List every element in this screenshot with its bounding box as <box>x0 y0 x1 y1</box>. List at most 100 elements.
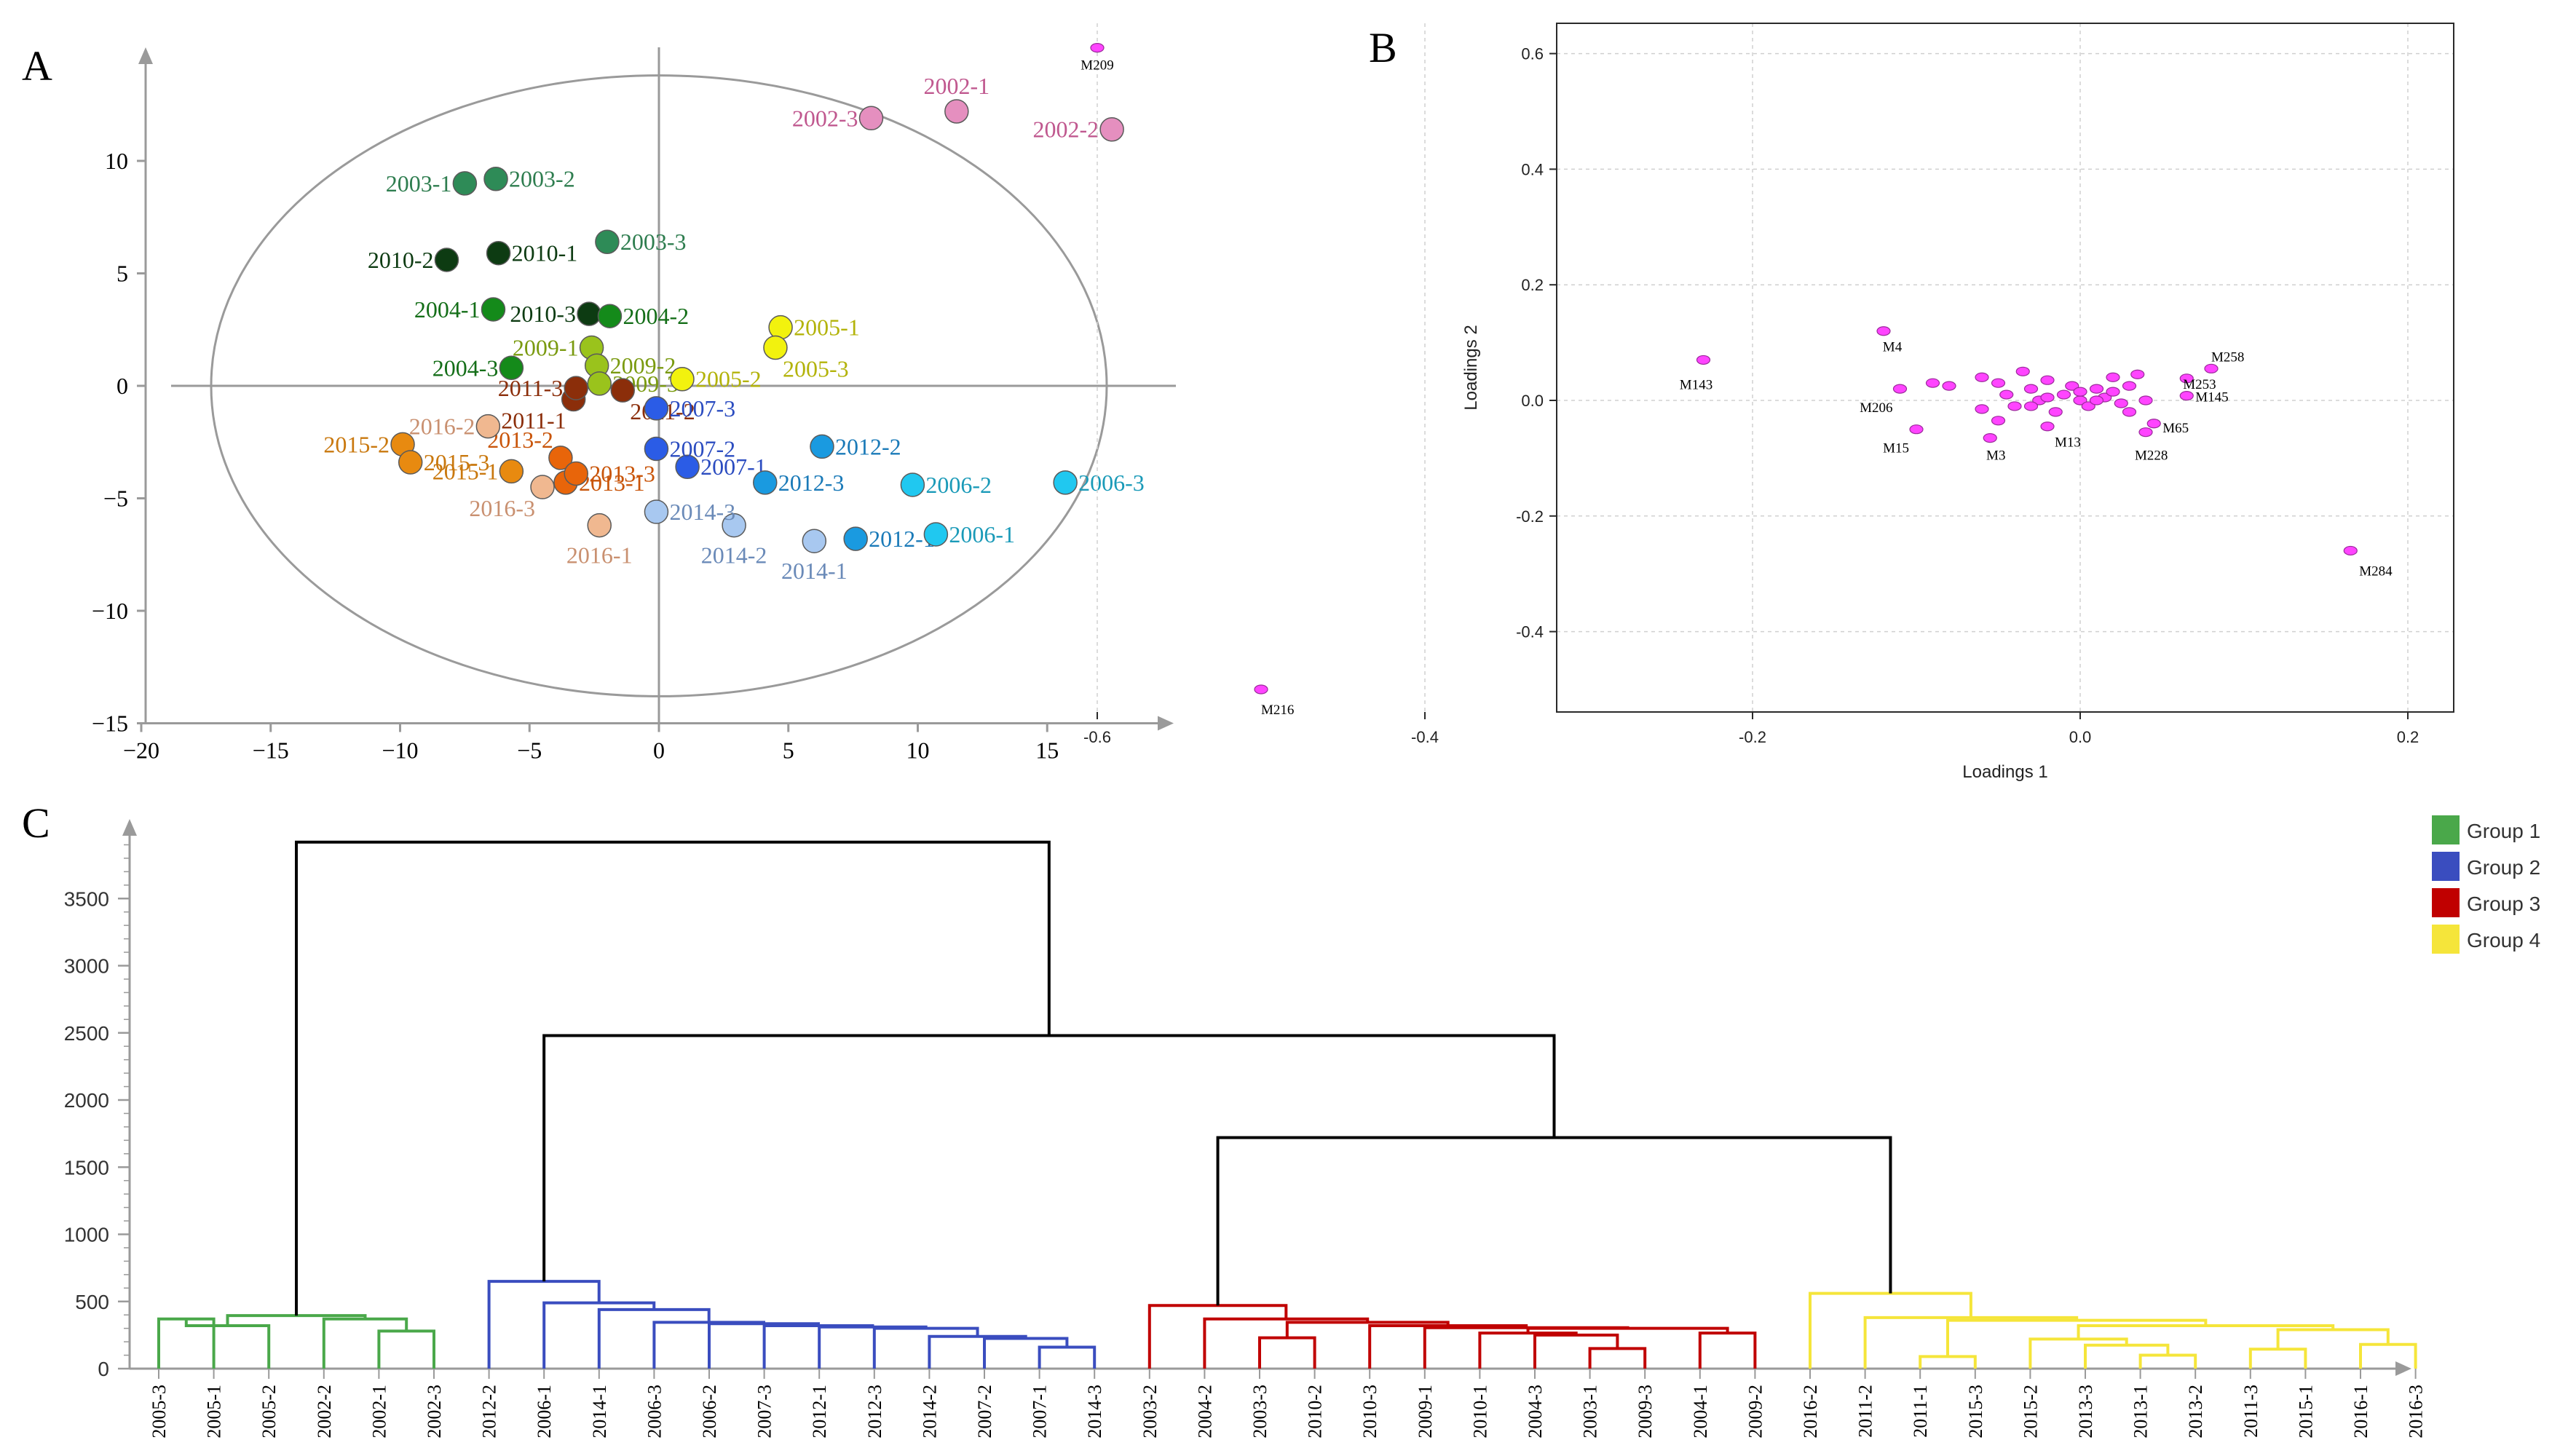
score-point <box>610 378 635 403</box>
loading-point-label: M3 <box>1986 448 2005 464</box>
loading-point <box>2106 372 2120 382</box>
leaf-label: 2007-2 <box>974 1385 995 1439</box>
dendrogram-link <box>1147 1304 1288 1369</box>
x-tick-label: 0.0 <box>2069 728 2092 746</box>
score-point-label: 2011-3 <box>498 375 563 401</box>
leaf-label: 2013-2 <box>2185 1385 2206 1439</box>
dendrogram-link <box>652 1321 766 1369</box>
leaf-label: 2004-1 <box>1690 1385 1711 1439</box>
y-tick-label: 0.6 <box>1521 45 1544 63</box>
x-axis-arrow <box>2395 1361 2411 1376</box>
leaf-label: 2003-2 <box>1139 1385 1161 1439</box>
dendrogram-link <box>1258 1336 1316 1369</box>
y-tick-label: −10 <box>92 598 128 624</box>
loading-point <box>1876 326 1891 336</box>
y-tick-label: 3000 <box>64 955 109 978</box>
score-point <box>398 450 423 475</box>
x-axis-title: Loadings 1 <box>1962 762 2047 782</box>
score-point-label: 2003-1 <box>386 170 452 197</box>
score-point-label: 2015-3 <box>424 449 490 475</box>
score-point-label: 2014-3 <box>669 499 735 525</box>
legend-label: Group 1 <box>2467 820 2540 842</box>
score-point-label: 2012-2 <box>835 433 901 459</box>
loading-point <box>1942 381 1956 391</box>
y-tick-label: 500 <box>75 1291 109 1313</box>
y-tick-label: 10 <box>105 148 128 174</box>
loading-point <box>2073 387 2087 397</box>
dendrogram-link <box>295 840 1051 1316</box>
leaf-label: 2011-3 <box>2240 1385 2261 1438</box>
x-tick-label: -0.6 <box>1083 728 1111 746</box>
confidence-ellipse <box>210 74 1108 697</box>
y-tick-label: 1500 <box>64 1156 109 1179</box>
leaf-label: 2015-3 <box>1965 1385 1986 1439</box>
loading-point-label: M209 <box>1081 58 1113 74</box>
score-point-label: 2012-3 <box>778 470 845 496</box>
panel-label-a: A <box>22 42 52 90</box>
loading-point <box>2015 366 2030 376</box>
loading-point <box>2138 395 2153 405</box>
leaf-label: 2014-1 <box>589 1385 610 1439</box>
score-point <box>564 461 588 486</box>
score-point <box>548 446 573 470</box>
leaf-label: 2015-2 <box>2020 1385 2041 1439</box>
leaf-label: 2003-3 <box>1249 1385 1271 1439</box>
loading-point <box>2056 389 2071 400</box>
score-point-label: 2003-2 <box>509 166 575 192</box>
score-point <box>1099 116 1124 142</box>
y-tick-label: 2000 <box>64 1089 109 1112</box>
loading-point <box>2130 369 2145 379</box>
leaf-label: 2009-2 <box>1745 1385 1766 1439</box>
loading-point <box>1090 43 1105 53</box>
y-tick-label: -0.2 <box>1516 507 1544 526</box>
score-point-label: 2002-2 <box>1032 116 1099 143</box>
score-point <box>499 355 524 381</box>
dendrogram-link <box>872 1326 979 1369</box>
leaf-label: 2007-3 <box>754 1385 775 1439</box>
x-tick-label: −15 <box>253 737 289 764</box>
loading-point <box>2114 398 2128 408</box>
dendrogram-link <box>2084 1343 2170 1369</box>
loading-point <box>2122 407 2137 417</box>
y-tick-label: -0.4 <box>1516 623 1544 641</box>
score-point <box>481 297 506 322</box>
y-axis-title: Loadings 2 <box>1461 325 1481 410</box>
x-tick-label: 0 <box>653 737 665 764</box>
score-point-label: 2015-2 <box>323 431 390 457</box>
leaf-label: 2002-2 <box>314 1385 335 1439</box>
score-point <box>944 99 969 124</box>
leaf-label: 2012-1 <box>809 1385 830 1439</box>
leaf-label: 2002-1 <box>368 1385 390 1439</box>
y-tick-label: 1000 <box>64 1224 109 1246</box>
loading-point <box>1909 424 1924 435</box>
loading-point <box>1975 372 1989 382</box>
y-tick-label: 5 <box>116 261 128 287</box>
score-point <box>577 301 601 326</box>
y-tick-label: 0 <box>98 1358 109 1380</box>
loading-point <box>2089 384 2104 394</box>
dendrogram-link <box>542 1034 1556 1282</box>
dendrogram-link <box>322 1317 408 1369</box>
loading-point <box>2089 395 2104 405</box>
loading-point <box>1991 416 2006 426</box>
dendrogram-link <box>184 1318 271 1369</box>
leaf-label: 2005-2 <box>258 1385 280 1439</box>
loading-point <box>2040 375 2055 385</box>
dendrogram-link <box>1038 1345 1097 1369</box>
leaf-label: 2004-2 <box>1194 1385 1215 1439</box>
loading-point-label: M65 <box>2162 421 2189 436</box>
score-point <box>564 376 588 400</box>
y-tick-label: 0.4 <box>1521 160 1544 178</box>
score-point <box>475 414 501 439</box>
dendrogram-link <box>1478 1332 1578 1369</box>
leaf-label: 2009-3 <box>1635 1385 1656 1439</box>
score-point-label: 2005-1 <box>794 314 860 341</box>
leaf-label: 2010-2 <box>1305 1385 1326 1439</box>
score-point-label: 2007-2 <box>669 436 735 462</box>
dendrogram-link <box>2077 1324 2335 1340</box>
panel-b-loadings-plot: -0.6-0.4-0.20.00.20.4-0.4-0.20.00.20.40.… <box>1081 23 2454 782</box>
score-point <box>900 472 925 497</box>
y-axis-arrow <box>138 47 153 64</box>
loading-point-label: M253 <box>2183 377 2216 392</box>
